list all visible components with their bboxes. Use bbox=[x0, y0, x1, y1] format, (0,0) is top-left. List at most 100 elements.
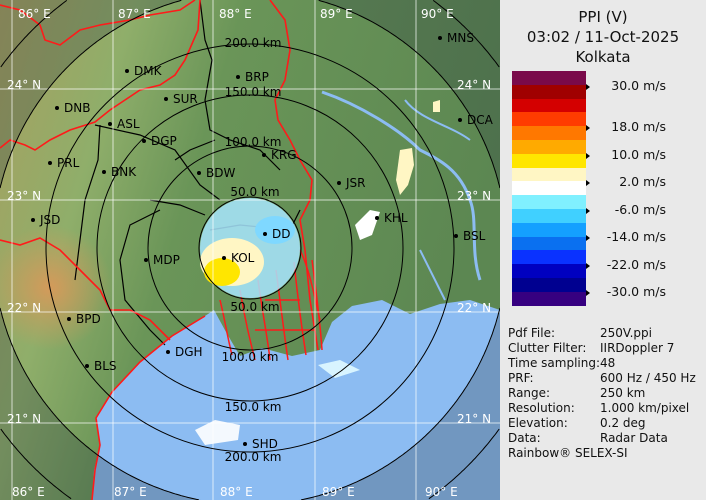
lon-label-top: 87° E bbox=[118, 7, 151, 21]
lat-label-right: 24° N bbox=[457, 78, 491, 92]
lon-label-top: 89° E bbox=[320, 7, 353, 21]
color-band bbox=[512, 236, 586, 251]
color-band bbox=[512, 126, 586, 140]
range-rings bbox=[0, 0, 500, 500]
city-dot bbox=[197, 171, 201, 175]
tick-marker-icon bbox=[586, 83, 590, 90]
lat-label-left: 22° N bbox=[7, 301, 41, 315]
city-brp: BRP bbox=[236, 70, 269, 84]
city-dot bbox=[164, 97, 168, 101]
color-band bbox=[512, 250, 586, 265]
color-band bbox=[512, 139, 586, 154]
city-dot bbox=[236, 75, 240, 79]
color-band bbox=[512, 195, 586, 209]
legend-tick: 30.0 m/s bbox=[586, 78, 666, 93]
tick-label: 18.0 m/s bbox=[611, 119, 666, 134]
legend-tick: -22.0 m/s bbox=[586, 257, 666, 272]
tick-label: -22.0 m/s bbox=[606, 257, 666, 272]
tick-label: 10.0 m/s bbox=[611, 147, 666, 162]
lon-label-bottom: 88° E bbox=[220, 485, 253, 499]
city-label: BRP bbox=[245, 70, 269, 84]
color-band bbox=[512, 208, 586, 223]
info-value: 0.2 deg bbox=[600, 416, 646, 430]
city-label: BLS bbox=[94, 359, 117, 373]
lat-label-right: 22° N bbox=[457, 301, 491, 315]
info-key: PRF: bbox=[508, 371, 534, 385]
tick-label: -30.0 m/s bbox=[606, 284, 666, 299]
legend-tick: 10.0 m/s bbox=[586, 147, 666, 162]
tick-marker-icon bbox=[586, 179, 590, 186]
tick-label: 2.0 m/s bbox=[619, 174, 666, 189]
lon-label-top: 88° E bbox=[219, 7, 252, 21]
city-label: BNK bbox=[111, 165, 137, 179]
city-label: DGH bbox=[175, 345, 203, 359]
info-key: Range: bbox=[508, 386, 551, 400]
ring-label-200: 200.0 km bbox=[225, 450, 282, 464]
info-row: Clutter Filter: IIRDoppler 7 bbox=[508, 341, 674, 356]
info-key: Time sampling: bbox=[508, 356, 601, 370]
city-label: DCA bbox=[467, 113, 494, 127]
color-band bbox=[512, 181, 586, 196]
city-mdp: MDP bbox=[144, 253, 180, 267]
city-dot bbox=[166, 350, 170, 354]
city-label: SUR bbox=[173, 92, 198, 106]
lon-label-top: 86° E bbox=[18, 7, 51, 21]
radar-map: 86° E 87° E 88° E 89° E 90° E 86° E 87° … bbox=[0, 0, 500, 500]
info-key: Clutter Filter: bbox=[508, 341, 587, 355]
color-band bbox=[512, 71, 586, 85]
info-value: 1.000 km/pixel bbox=[600, 401, 690, 415]
city-krg: KRG bbox=[262, 148, 297, 162]
lon-label-bottom: 90° E bbox=[425, 485, 458, 499]
city-dot bbox=[125, 69, 129, 73]
city-label: BDW bbox=[206, 166, 235, 180]
city-asl: ASL bbox=[108, 117, 140, 131]
legend-tick: -30.0 m/s bbox=[586, 284, 666, 299]
info-key: Resolution: bbox=[508, 401, 575, 415]
city-label: PRL bbox=[57, 156, 80, 170]
legend-tick: 18.0 m/s bbox=[586, 119, 666, 134]
city-dot bbox=[108, 122, 112, 126]
city-label: MNS bbox=[447, 31, 474, 45]
city-label: ASL bbox=[117, 117, 140, 131]
out-of-range-shade bbox=[0, 0, 500, 500]
city-dot bbox=[262, 153, 266, 157]
info-row: Resolution: 1.000 km/pixel bbox=[508, 401, 689, 416]
city-dot bbox=[222, 256, 226, 260]
color-band bbox=[512, 291, 586, 306]
city-dot bbox=[85, 364, 89, 368]
city-dot bbox=[263, 232, 267, 236]
rivers bbox=[321, 90, 482, 301]
legend-panel: PPI (V) 03:02 / 11-Oct-2025 Kolkata 30.0… bbox=[500, 0, 706, 500]
city-sur: SUR bbox=[164, 92, 198, 106]
legend-tick: -6.0 m/s bbox=[586, 202, 666, 217]
info-value: 250 km bbox=[600, 386, 646, 400]
city-dca: DCA bbox=[458, 113, 494, 127]
site-name: Kolkata bbox=[575, 48, 631, 66]
city-bdw: BDW bbox=[197, 166, 235, 180]
city-bpd: BPD bbox=[67, 312, 101, 326]
lon-label-bottom: 86° E bbox=[12, 485, 45, 499]
city-bnk: BNK bbox=[102, 165, 137, 179]
range-ring-outer bbox=[0, 0, 500, 500]
city-dgh: DGH bbox=[166, 345, 203, 359]
city-dot bbox=[55, 106, 59, 110]
tick-marker-icon bbox=[586, 289, 590, 296]
tick-marker-icon bbox=[586, 124, 590, 131]
city-jsd: JSD bbox=[31, 213, 60, 227]
city-label: JSR bbox=[345, 176, 366, 190]
city-dot bbox=[144, 258, 148, 262]
info-value: Radar Data bbox=[600, 431, 668, 445]
velocity-color-bar bbox=[512, 71, 586, 306]
city-dot bbox=[458, 118, 462, 122]
lat-label-left: 21° N bbox=[7, 412, 41, 426]
sea bbox=[92, 300, 500, 500]
city-label: BPD bbox=[76, 312, 101, 326]
color-band bbox=[512, 153, 586, 168]
info-value: IIRDoppler 7 bbox=[600, 341, 675, 355]
lon-label-top: 90° E bbox=[421, 7, 454, 21]
sundarbans-channels bbox=[219, 249, 323, 361]
range-ring-outer bbox=[0, 0, 500, 500]
city-jsr: JSR bbox=[337, 176, 366, 190]
color-band bbox=[512, 98, 586, 113]
color-band bbox=[512, 277, 586, 292]
